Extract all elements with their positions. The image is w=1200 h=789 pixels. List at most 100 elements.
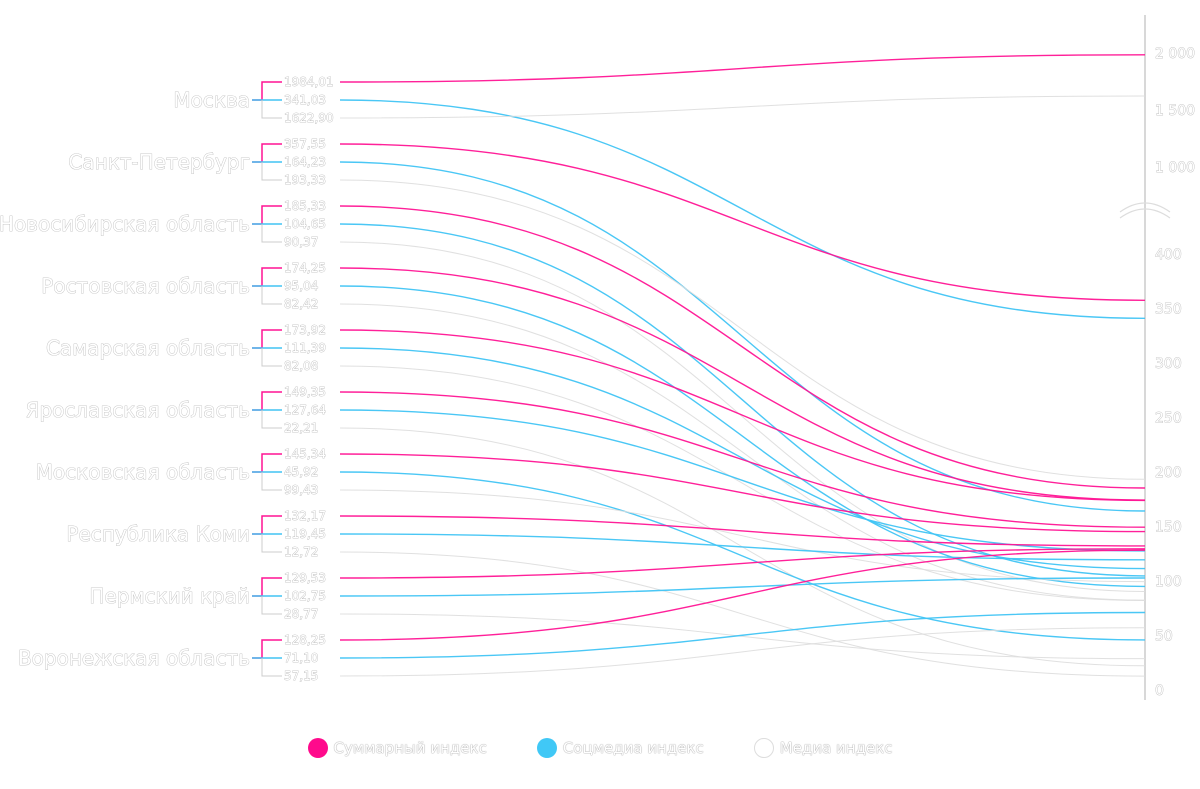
y-tick-label: 1 000 [1155,160,1195,176]
value-label: 104,65 [284,217,326,231]
y-tick-label: 0 [1155,683,1164,699]
bracket-media [261,472,282,491]
series-line [339,453,1146,533]
value-label: 119,45 [284,527,326,541]
bracket-total [252,515,282,535]
value-label: 95,04 [284,279,318,293]
y-tick-label: 350 [1155,302,1182,318]
y-tick-label: 200 [1155,465,1182,481]
region-group: Воронежская область 128,25 71,10 57,15 [18,549,1146,683]
legend-item-total[interactable]: Суммарный индекс [307,738,487,758]
series-line [339,409,1146,552]
bracket-total [252,81,282,101]
legend-label: Соцмедиа индекс [562,739,704,757]
series-line [339,391,1146,528]
value-label: 132,17 [284,509,326,523]
region-label: Санкт-Петербург [68,150,250,174]
series-line [339,179,1146,480]
value-label: 149,35 [284,385,326,399]
value-label: 357,55 [284,137,326,151]
region-group: Ростовская область 174,25 95,04 82,42 [41,261,1146,601]
region-group: Пермский край 129,53 102,75 28,77 [89,548,1146,660]
value-label: 128,25 [284,633,326,647]
region-label: Ростовская область [41,274,250,298]
series-line [339,285,1146,588]
series-line [339,613,1146,660]
axis-break-icon [1119,202,1171,219]
value-label: 164,23 [284,155,326,169]
value-label: 102,75 [284,589,326,603]
value-label: 1622,90 [284,111,334,125]
bracket-media [261,162,282,181]
region-label: Новосибирская область [0,212,250,236]
series-line [339,329,1146,502]
value-label: 90,37 [284,235,318,249]
series-line [339,533,1146,561]
region-group: Московская область 145,34 45,92 99,43 [35,447,1146,641]
series-line [339,548,1146,579]
value-label: 22,21 [284,421,318,435]
value-label: 57,15 [284,669,318,683]
series-line [339,549,1146,641]
region-label: Пермский край [89,584,250,608]
bracket-media [261,224,282,243]
y-tick-label: 100 [1155,574,1182,590]
legend-item-social[interactable]: Соцмедиа индекс [536,738,704,758]
value-label: 129,53 [284,571,326,585]
series-line [339,95,1146,119]
series-line [339,267,1146,501]
value-label: 71,10 [284,651,318,665]
value-label: 12,72 [284,545,318,559]
series-line [339,489,1146,583]
series-line [339,54,1146,83]
series-line [339,241,1146,592]
region-group: Самарская область 173,92 111,39 82,08 [46,323,1146,602]
region-group: Москва 1984,01 341,03 1622,90 [173,54,1146,319]
series-line [339,205,1146,489]
bracket-total [252,143,282,163]
value-label: 82,42 [284,297,318,311]
series-line [339,99,1146,319]
y-tick-label: 1 500 [1155,103,1195,119]
value-label: 185,33 [284,199,326,213]
legend: Суммарный индекс Соцмедиа индекс Медиа и… [0,738,1200,758]
bracket-total [252,391,282,411]
value-label: 173,92 [284,323,326,337]
value-label: 111,39 [284,341,326,355]
series-line [339,551,1146,677]
y-tick-label: 2 000 [1155,46,1195,62]
region-group: Новосибирская область 185,33 104,65 90,37 [0,199,1146,592]
value-label: 193,33 [284,173,326,187]
y-tick-label: 250 [1155,411,1182,427]
legend-item-media[interactable]: Медиа индекс [753,738,893,758]
bracket-media [261,348,282,367]
region-label: Ярославская область [26,398,250,422]
legend-dot-pink [307,738,328,758]
region-group: Санкт-Петербург 357,55 164,23 193,33 [68,137,1146,512]
region-label: Республика Коми [66,522,250,546]
region-label: Самарская область [46,336,250,360]
region-label: Московская область [36,460,250,484]
region-label: Москва [173,88,250,112]
value-label: 82,08 [284,359,318,373]
region-group: Республика Коми 132,17 119,45 12,72 [66,509,1146,677]
value-label: 127,64 [284,403,326,417]
bracket-media [261,410,282,429]
bracket-total [252,329,282,349]
value-label: 1984,01 [284,75,334,89]
bracket-media [261,534,282,553]
series-line [339,627,1146,677]
bracket-media [261,286,282,305]
y-tick-label: 150 [1155,520,1182,536]
series-line [339,611,1146,659]
series-line [339,365,1146,602]
series-line [339,303,1146,601]
value-label: 145,34 [284,447,326,461]
legend-dot-blue [536,738,557,758]
series-line [339,143,1146,301]
legend-label: Медиа индекс [779,739,893,757]
y-tick-label: 50 [1155,629,1173,645]
legend-dot-white [753,738,774,758]
series-line [339,577,1146,597]
